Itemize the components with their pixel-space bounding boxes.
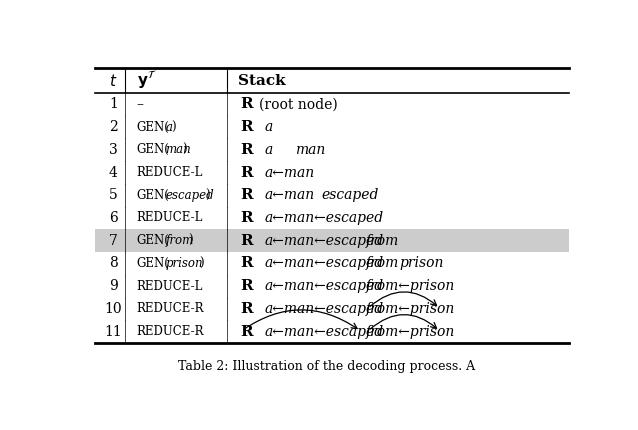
Text: a: a xyxy=(264,120,272,134)
Text: a←man←escaped: a←man←escaped xyxy=(264,211,383,225)
Text: from: from xyxy=(366,233,399,248)
Text: –: – xyxy=(137,97,144,111)
Text: 2: 2 xyxy=(109,120,118,134)
Text: a: a xyxy=(264,143,272,157)
Text: a←man←escaped: a←man←escaped xyxy=(264,302,383,316)
Text: 9: 9 xyxy=(109,279,118,293)
Text: from←prison: from←prison xyxy=(366,279,455,293)
Bar xyxy=(94,229,569,252)
Text: from←prison: from←prison xyxy=(366,302,455,316)
Text: ): ) xyxy=(200,257,204,270)
Text: R: R xyxy=(241,188,253,202)
Text: GEN(: GEN( xyxy=(137,189,170,202)
Text: escaped: escaped xyxy=(165,189,214,202)
Text: (root node): (root node) xyxy=(259,97,338,111)
Text: a←man←escaped: a←man←escaped xyxy=(264,256,383,270)
Text: R: R xyxy=(241,143,253,157)
Text: R: R xyxy=(241,120,253,134)
Text: escaped: escaped xyxy=(321,188,378,202)
Text: GEN(: GEN( xyxy=(137,143,170,156)
Text: 1: 1 xyxy=(109,97,118,111)
Text: a←man←escaped: a←man←escaped xyxy=(264,233,383,248)
Text: GEN(: GEN( xyxy=(137,234,170,247)
Text: 11: 11 xyxy=(105,325,122,338)
Text: from←prison: from←prison xyxy=(366,325,455,338)
Text: from: from xyxy=(165,234,193,247)
Text: Table 2: Illustration of the decoding process. A: Table 2: Illustration of the decoding pr… xyxy=(179,359,475,372)
Text: a: a xyxy=(165,120,172,134)
Text: GEN(: GEN( xyxy=(137,120,170,134)
Text: REDUCE-R: REDUCE-R xyxy=(137,302,204,315)
Text: $t$: $t$ xyxy=(109,73,117,89)
Text: 3: 3 xyxy=(109,143,118,157)
Text: R: R xyxy=(241,256,253,270)
Text: man: man xyxy=(295,143,325,157)
Text: R: R xyxy=(241,166,253,180)
Text: R: R xyxy=(241,279,253,293)
Text: man: man xyxy=(165,143,191,156)
Text: a←man: a←man xyxy=(264,188,315,202)
Text: ): ) xyxy=(188,234,193,247)
Text: Stack: Stack xyxy=(238,74,286,88)
Text: REDUCE-L: REDUCE-L xyxy=(137,166,203,179)
Text: 5: 5 xyxy=(109,188,118,202)
Text: GEN(: GEN( xyxy=(137,257,170,270)
Text: 8: 8 xyxy=(109,256,118,270)
Text: a←man←escaped: a←man←escaped xyxy=(264,325,383,338)
Text: R: R xyxy=(241,97,253,111)
Text: a←man←escaped: a←man←escaped xyxy=(264,279,383,293)
Text: REDUCE-L: REDUCE-L xyxy=(137,212,203,224)
Text: R: R xyxy=(241,302,253,316)
Text: 4: 4 xyxy=(109,166,118,180)
Text: R: R xyxy=(241,233,253,248)
Text: 7: 7 xyxy=(109,233,118,248)
Text: prison: prison xyxy=(399,256,443,270)
Text: REDUCE-R: REDUCE-R xyxy=(137,325,204,338)
Text: ): ) xyxy=(171,120,175,134)
Text: REDUCE-L: REDUCE-L xyxy=(137,280,203,293)
Text: 6: 6 xyxy=(109,211,118,225)
Text: R: R xyxy=(241,325,253,338)
Text: from: from xyxy=(366,256,399,270)
Text: $\mathbf{y}^{\mathcal{T}}$: $\mathbf{y}^{\mathcal{T}}$ xyxy=(137,70,156,91)
Text: R: R xyxy=(241,211,253,225)
Text: 10: 10 xyxy=(105,302,122,316)
Text: ): ) xyxy=(182,143,187,156)
Text: a←man: a←man xyxy=(264,166,315,180)
Text: ): ) xyxy=(205,189,210,202)
Text: prison: prison xyxy=(165,257,203,270)
